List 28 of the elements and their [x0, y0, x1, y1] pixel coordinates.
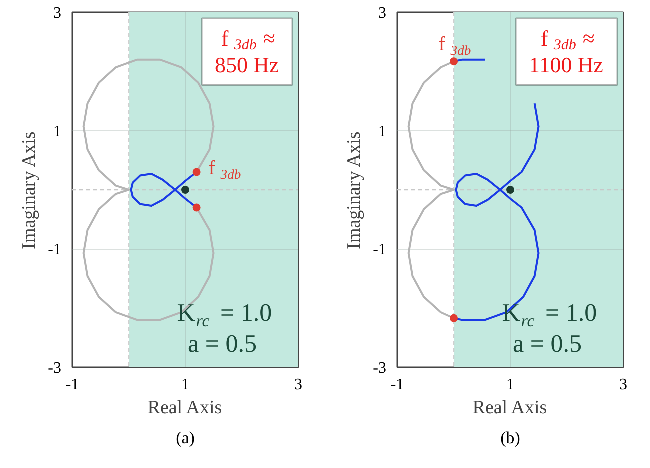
annotation: a = 0.5	[513, 331, 582, 358]
y-tick-label: 1	[54, 123, 62, 140]
point	[192, 168, 201, 176]
x-tick-label: 3	[620, 376, 628, 394]
point	[450, 58, 458, 66]
y-tick-label: -1	[373, 242, 386, 259]
y-tick-label: -3	[373, 360, 386, 377]
x-tick-label: 1	[506, 376, 514, 394]
text: (b)	[500, 428, 520, 448]
y-tick-label: 3	[54, 5, 62, 22]
x-axis-title: Real Axis	[472, 398, 548, 418]
point	[450, 314, 458, 322]
y-tick-label: -1	[48, 242, 62, 259]
y-tick-label: 3	[378, 5, 386, 22]
y-axis-title: Imaginary Axis	[344, 132, 366, 250]
point	[182, 186, 190, 194]
text: (a)	[176, 428, 195, 448]
y-tick-label: 1	[378, 123, 386, 140]
y-tick-label: -3	[48, 360, 62, 377]
x-tick-label: 3	[294, 376, 302, 394]
annotation: a = 0.5	[188, 331, 257, 358]
point	[506, 186, 514, 194]
x-tick-label: 1	[182, 376, 190, 394]
point	[192, 204, 201, 212]
y-axis-title: Imaginary Axis	[19, 132, 40, 250]
x-tick-label: -1	[390, 376, 404, 394]
x-axis-title: Real Axis	[148, 398, 222, 418]
x-tick-label: -1	[66, 376, 80, 394]
